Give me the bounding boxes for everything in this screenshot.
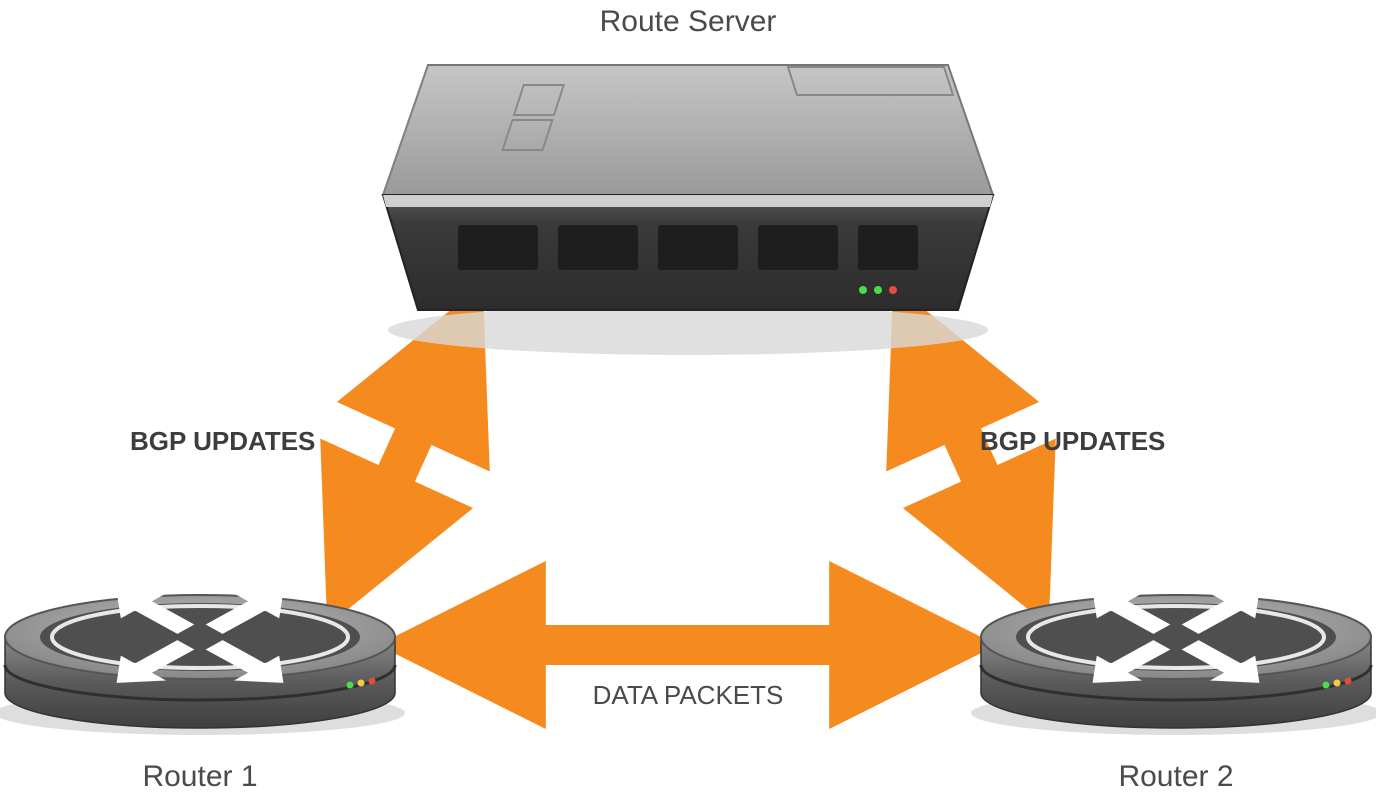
router-1-label: Router 1 xyxy=(0,760,400,794)
router-1 xyxy=(0,579,405,735)
edge-right-label: BGP UPDATES xyxy=(980,426,1165,457)
router-2-label: Router 2 xyxy=(976,760,1376,794)
edge-bottom-label: DATA PACKETS xyxy=(0,680,1376,711)
edge-left-label: BGP UPDATES xyxy=(130,426,315,457)
server-label: Route Server xyxy=(0,5,1376,39)
route-server xyxy=(383,65,993,355)
router-2 xyxy=(971,579,1376,735)
arrow-left-bgp xyxy=(355,345,455,565)
